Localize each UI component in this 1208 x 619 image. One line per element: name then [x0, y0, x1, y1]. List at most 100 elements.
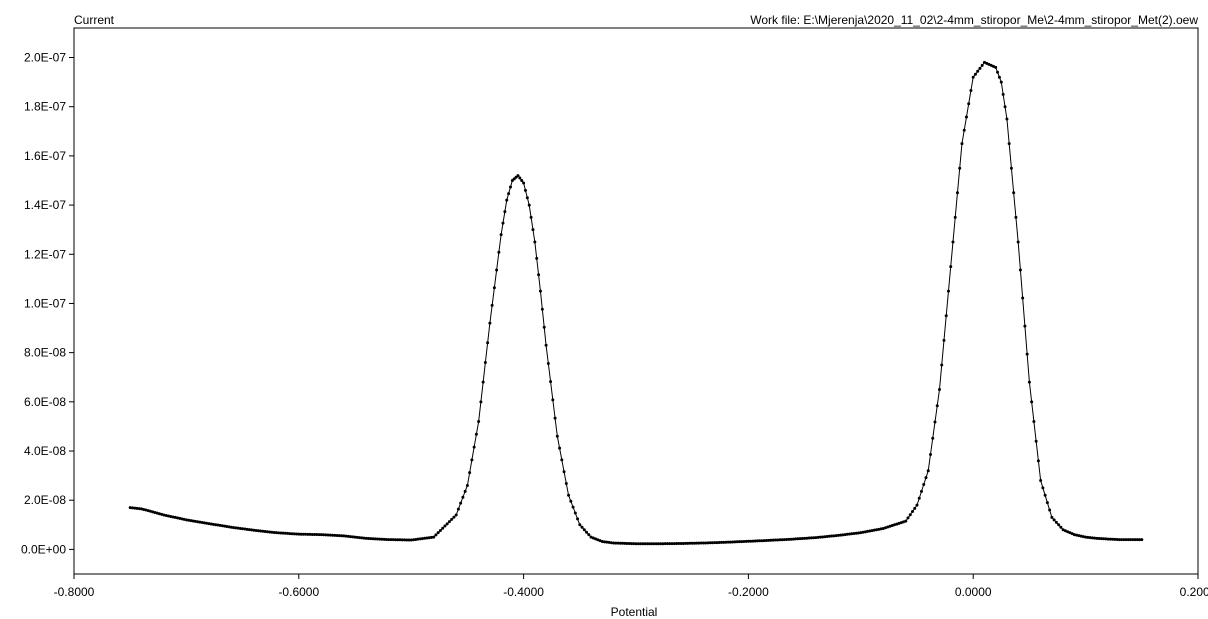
data-point [931, 436, 935, 440]
data-point [525, 196, 529, 200]
data-point [841, 533, 845, 537]
data-point [854, 531, 858, 535]
data-point [850, 532, 854, 536]
data-point [1124, 538, 1128, 542]
data-point [890, 524, 894, 528]
data-point [402, 538, 406, 542]
data-point [571, 505, 575, 509]
data-point [490, 303, 494, 307]
data-point [661, 542, 665, 546]
x-tick-label: -0.8000 [54, 585, 95, 599]
data-point [665, 542, 669, 546]
data-point [553, 416, 557, 420]
data-point [274, 531, 278, 535]
data-point [1032, 420, 1036, 424]
x-axis-title: Potential [611, 605, 658, 619]
data-point [319, 533, 323, 537]
data-point [773, 538, 777, 542]
data-point [358, 536, 361, 540]
data-point [522, 181, 526, 185]
data-point [540, 307, 544, 311]
y-tick-label: 1.8E-07 [24, 100, 66, 114]
data-point [933, 420, 937, 424]
data-point [852, 531, 856, 535]
data-point [744, 539, 748, 543]
data-point [589, 535, 593, 539]
data-point [252, 528, 256, 532]
data-point [767, 538, 771, 542]
data-point [845, 532, 849, 536]
data-point [378, 537, 382, 541]
data-point [728, 540, 732, 544]
data-point [569, 499, 573, 503]
x-axis: -0.8000 -0.6000 -0.4000 -0.2000 0.0000 0.2000 [54, 574, 1208, 599]
data-point [527, 203, 531, 207]
data-point [879, 527, 883, 531]
data-point [333, 533, 337, 537]
data-point [1061, 528, 1065, 532]
data-point [964, 115, 968, 119]
data-point [578, 523, 582, 527]
data-point [928, 452, 932, 456]
data-point [238, 526, 242, 530]
data-point [807, 536, 811, 540]
data-point [722, 540, 726, 544]
data-point [737, 540, 741, 544]
data-point [1126, 538, 1130, 542]
data-point [220, 524, 224, 528]
data-point [614, 541, 618, 545]
data-point [337, 534, 341, 538]
data-point [139, 507, 143, 511]
data-point [787, 537, 791, 541]
data-point [1003, 105, 1007, 109]
data-point [1131, 538, 1135, 542]
data-point [893, 523, 897, 527]
data-point [1117, 538, 1121, 542]
data-point [434, 533, 438, 537]
data-point [717, 540, 721, 544]
data-point [567, 493, 571, 497]
data-point [1104, 537, 1108, 541]
data-point [672, 542, 676, 546]
data-point [1034, 439, 1038, 443]
work-file-label: Work file: E:\Mjerenja\2020_11_02\2-4mm_… [750, 13, 1198, 27]
data-point [695, 541, 699, 545]
data-point [634, 542, 638, 546]
data-point [742, 539, 746, 543]
data-point [1043, 493, 1047, 497]
data-point [133, 506, 137, 510]
data-point [562, 470, 566, 474]
data-point [420, 537, 424, 541]
data-point [438, 528, 442, 532]
data-point [292, 532, 296, 536]
data-point [128, 506, 132, 510]
data-point [369, 537, 373, 541]
data-point [171, 515, 175, 519]
data-point [955, 191, 959, 195]
data-point [603, 540, 607, 544]
data-point [1070, 532, 1074, 536]
data-point [708, 541, 712, 545]
data-point [366, 536, 370, 540]
data-point [872, 528, 876, 532]
data-point [944, 314, 948, 318]
data-point [537, 273, 541, 277]
data-point [582, 528, 586, 532]
data-point [173, 515, 177, 519]
data-point [591, 536, 595, 540]
data-point [232, 526, 236, 530]
data-point [355, 535, 359, 539]
data-point [234, 526, 238, 530]
data-point [360, 536, 364, 540]
data-point [272, 530, 276, 534]
data-point [791, 537, 795, 541]
data-point [162, 513, 166, 517]
data-point [924, 476, 928, 480]
data-point [546, 361, 550, 365]
data-point [686, 541, 690, 545]
data-point [733, 540, 737, 544]
data-point [949, 265, 953, 269]
data-point [960, 142, 964, 146]
data-point [1066, 530, 1070, 534]
data-point [1007, 142, 1011, 146]
